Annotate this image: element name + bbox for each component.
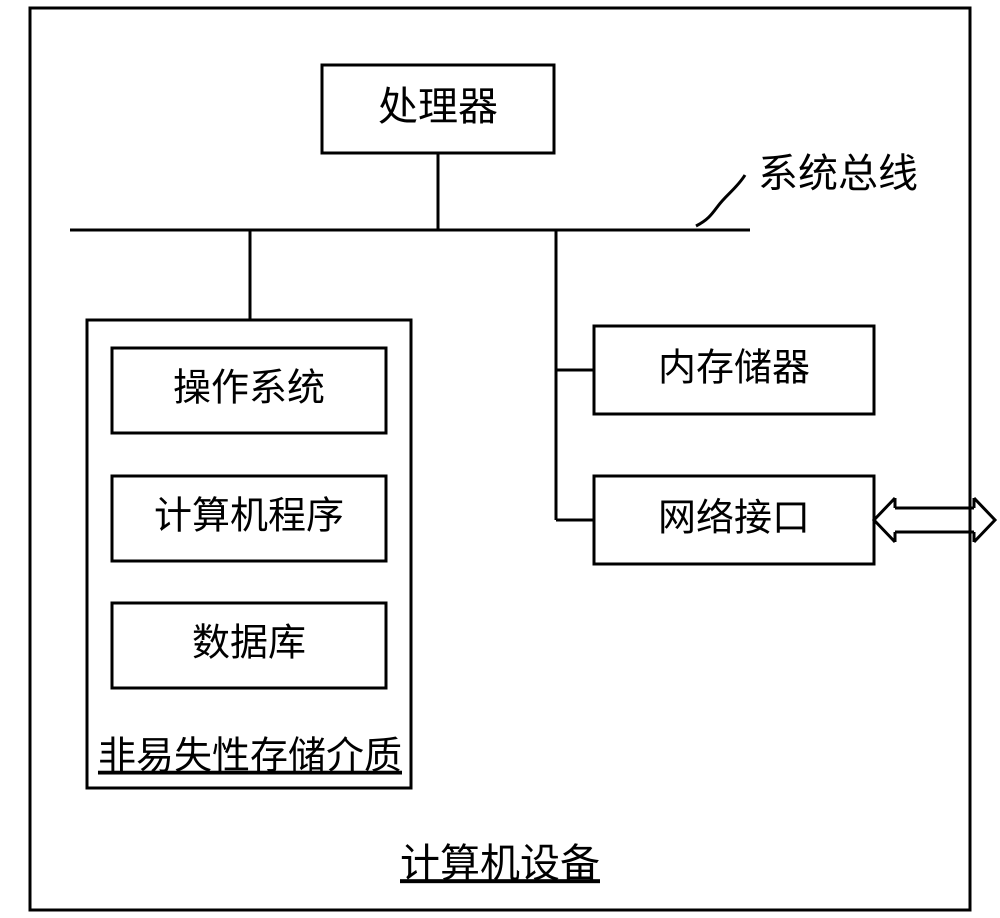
os-label: 操作系统 (173, 368, 325, 410)
bus-callout-squiggle (696, 175, 745, 226)
database-label: 数据库 (192, 623, 306, 665)
diagram-caption: 计算机设备 (400, 841, 600, 886)
processor-label: 处理器 (378, 84, 498, 129)
system-bus-label: 系统总线 (758, 151, 918, 196)
ram-label: 内存储器 (658, 348, 810, 390)
double-arrow-icon (874, 498, 995, 542)
netif-label: 网络接口 (658, 498, 810, 540)
nvstorage-label: 非易失性存储介质 (98, 736, 402, 778)
program-label: 计算机程序 (154, 496, 344, 538)
